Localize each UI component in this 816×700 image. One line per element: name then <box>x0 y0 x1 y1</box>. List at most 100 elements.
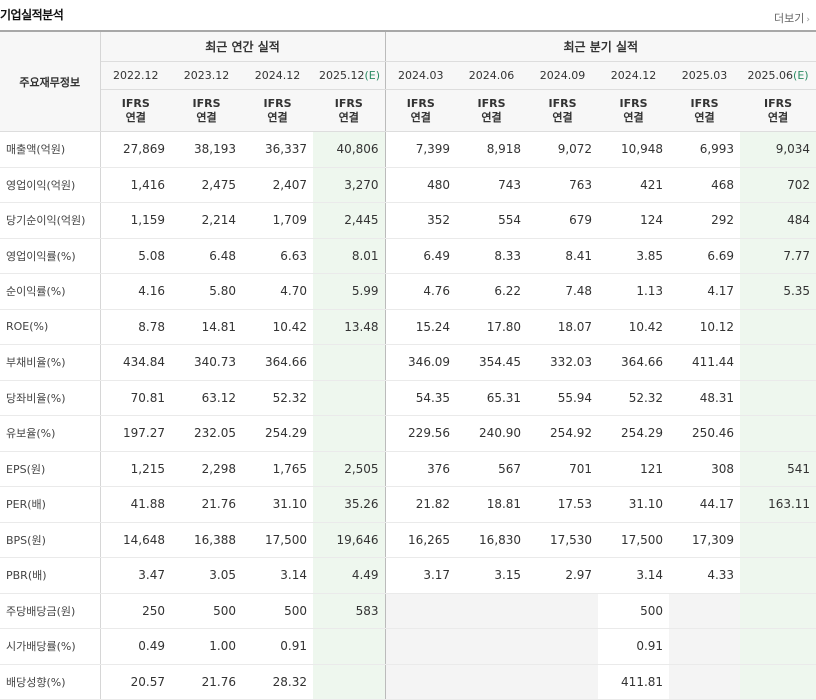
standard-ifrs: IFRS <box>690 96 719 110</box>
metric-label: 영업이익(억원) <box>0 167 101 203</box>
metric-value: 5.35 <box>740 273 816 310</box>
metric-value: 292 <box>669 202 741 239</box>
estimate-marker: (E) <box>793 69 809 82</box>
metric-value: 8.33 <box>456 237 528 274</box>
metric-value: 701 <box>527 450 599 487</box>
metric-value: 468 <box>669 167 741 203</box>
standard-ifrs: IFRS <box>192 96 221 110</box>
metric-value <box>313 415 386 452</box>
table-row: PBR(배) 3.47 3.05 3.14 4.49 3.17 3.15 2.97 3.14 4.… <box>0 557 816 594</box>
metric-value: 121 <box>598 450 670 487</box>
metric-value: 21.82 <box>385 486 457 523</box>
table-row: 배당성향(%) 20.57 21.76 28.32 411.81 <box>0 664 816 700</box>
metric-value: 232.05 <box>171 415 242 452</box>
more-link[interactable]: 더보기 › <box>774 10 810 26</box>
metric-value: 500 <box>242 592 313 629</box>
metric-value: 254.29 <box>242 415 313 452</box>
metric-value: 411.81 <box>598 664 670 700</box>
metric-value: 9,034 <box>740 131 816 168</box>
financial-table: 주요재무정보 최근 연간 실적 최근 분기 실적 2022.12 2023.12 2… <box>0 30 816 700</box>
metric-value: 6.69 <box>669 237 741 274</box>
metric-value: 21.76 <box>171 486 242 523</box>
metric-value <box>385 628 457 665</box>
period-header: 2025.12(E) <box>313 61 386 90</box>
metric-value: 364.66 <box>242 344 313 381</box>
metric-value: 55.94 <box>527 380 599 416</box>
metric-value: 20.57 <box>100 664 171 700</box>
metric-value: 743 <box>456 167 528 203</box>
metric-value: 352 <box>385 202 457 239</box>
standard-consolidated: 연결 <box>267 110 288 124</box>
metric-value: 16,830 <box>456 522 528 558</box>
metric-value: 7.48 <box>527 273 599 310</box>
metric-value <box>740 664 816 700</box>
metric-value: 364.66 <box>598 344 670 381</box>
metric-value: 28.32 <box>242 664 313 700</box>
period-label: 2024.09 <box>539 69 586 82</box>
accounting-standard: IFRS 연결 <box>385 89 457 132</box>
metric-value: 3.14 <box>598 557 670 594</box>
metric-value: 0.91 <box>598 628 670 665</box>
metric-value: 17,530 <box>527 522 599 558</box>
standard-consolidated: 연결 <box>338 110 359 124</box>
metric-value: 354.45 <box>456 344 528 381</box>
more-label: 더보기 <box>774 12 805 25</box>
metric-value: 17.53 <box>527 486 599 523</box>
metric-value: 8.41 <box>527 237 599 274</box>
metric-value: 4.17 <box>669 273 741 310</box>
metric-value: 567 <box>456 450 528 487</box>
metric-value: 1.00 <box>171 628 242 665</box>
metric-value: 52.32 <box>598 380 670 416</box>
metric-value: 52.32 <box>242 380 313 416</box>
metric-value: 7,399 <box>385 131 457 168</box>
metric-value: 2,475 <box>171 167 242 203</box>
metric-value: 254.92 <box>527 415 599 452</box>
metric-value: 3,270 <box>313 167 386 203</box>
standard-consolidated: 연결 <box>196 110 217 124</box>
period-label: 2024.06 <box>468 69 515 82</box>
metric-value: 124 <box>598 202 670 239</box>
metric-value: 21.76 <box>171 664 242 700</box>
metric-value: 240.90 <box>456 415 528 452</box>
metric-value: 35.26 <box>313 486 386 523</box>
period-label: 2025.03 <box>681 69 728 82</box>
metric-value: 3.47 <box>100 557 171 594</box>
metric-value: 484 <box>740 202 816 239</box>
metric-value: 1.13 <box>598 273 670 310</box>
metric-value: 3.85 <box>598 237 670 274</box>
metric-value <box>313 344 386 381</box>
metric-label: 당좌비율(%) <box>0 380 101 416</box>
metric-value: 308 <box>669 450 741 487</box>
metric-value: 8.78 <box>100 309 171 345</box>
section-header: 기업실적분석 더보기 › <box>0 0 816 30</box>
metric-value: 376 <box>385 450 457 487</box>
metric-value: 2,298 <box>171 450 242 487</box>
metric-value <box>385 592 457 629</box>
metric-value: 1,215 <box>100 450 171 487</box>
accounting-standard: IFRS 연결 <box>242 89 313 132</box>
metric-value: 3.17 <box>385 557 457 594</box>
metric-value: 1,709 <box>242 202 313 239</box>
metric-value: 14.81 <box>171 309 242 345</box>
metric-value <box>527 592 599 629</box>
metric-value <box>313 664 386 700</box>
metric-value: 3.15 <box>456 557 528 594</box>
standard-ifrs: IFRS <box>121 96 150 110</box>
table-row: 유보율(%) 197.27 232.05 254.29 229.56 240.90 254.… <box>0 415 816 452</box>
metric-value: 0.49 <box>100 628 171 665</box>
metric-value: 2.97 <box>527 557 599 594</box>
standard-consolidated: 연결 <box>767 110 789 124</box>
period-header: 2024.09 <box>527 61 599 90</box>
metric-value <box>313 628 386 665</box>
period-header: 2025.03 <box>669 61 741 90</box>
table-row: 매출액(억원) 27,869 38,193 36,337 40,806 7,399 8,91… <box>0 131 816 168</box>
accounting-standard: IFRS 연결 <box>669 89 741 132</box>
metric-value: 10.42 <box>598 309 670 345</box>
accounting-standard: IFRS 연결 <box>527 89 599 132</box>
metric-value: 254.29 <box>598 415 670 452</box>
metric-value: 4.33 <box>669 557 741 594</box>
accounting-standard: IFRS 연결 <box>171 89 242 132</box>
metric-value: 17,500 <box>598 522 670 558</box>
metric-value: 541 <box>740 450 816 487</box>
metric-value: 16,265 <box>385 522 457 558</box>
